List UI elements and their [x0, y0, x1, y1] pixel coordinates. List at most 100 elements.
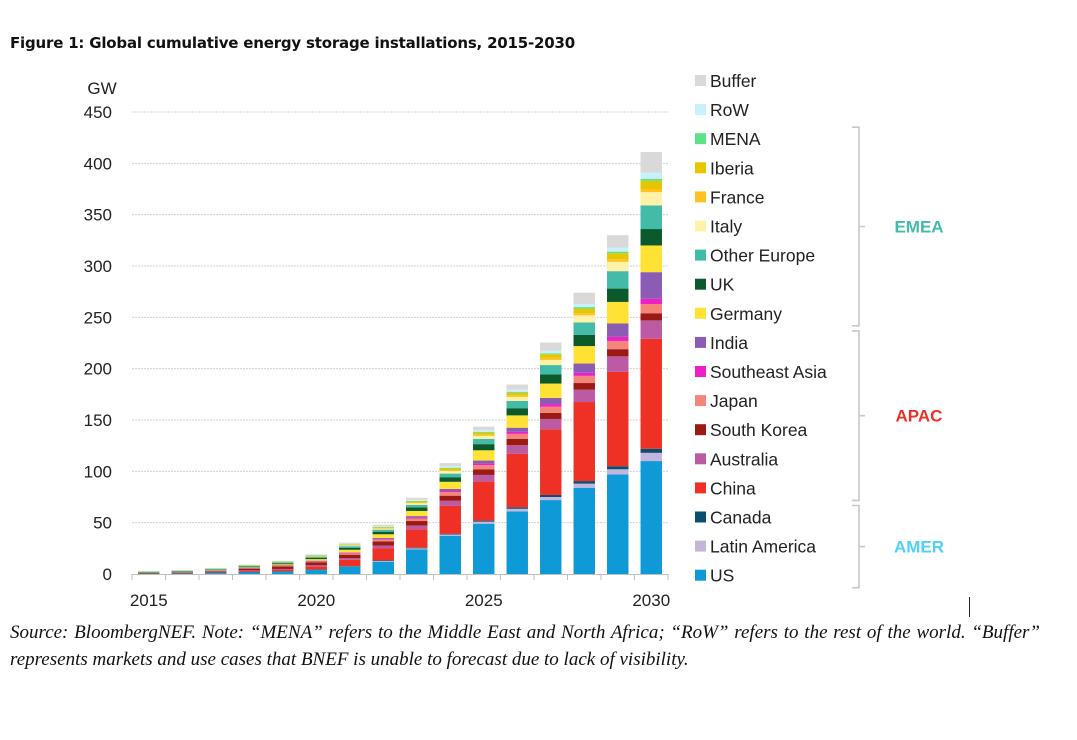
bar-segment-india	[540, 397, 562, 405]
bar-segment-us	[272, 571, 294, 574]
bar-segment-uk	[272, 563, 294, 565]
bar-segment-row	[305, 554, 327, 556]
y-tick-label: 0	[103, 565, 112, 584]
bar-segment-india	[205, 570, 227, 572]
bar-segment-canada	[272, 571, 294, 572]
bar-segment-us	[238, 572, 260, 574]
bar-segment-china	[406, 529, 428, 548]
bar-segment-uk	[205, 569, 227, 571]
bar-segment-india	[305, 560, 327, 562]
y-tick-label: 200	[84, 360, 112, 379]
bar-segment-south-korea	[573, 383, 595, 390]
bar-segment-south-korea	[640, 313, 662, 321]
bar-segment-australia	[573, 389, 595, 403]
bar-segment-uk	[540, 374, 562, 384]
bar-segment-japan	[439, 492, 461, 496]
legend-label: India	[710, 333, 748, 353]
bar-segment-japan	[640, 303, 662, 314]
legend-label: Italy	[710, 217, 742, 237]
bar-segment-us	[439, 536, 461, 574]
bar-segment-row	[640, 172, 662, 179]
bar-segment-latin-america	[640, 452, 662, 462]
bar-segment-row	[171, 569, 193, 571]
legend-swatch	[695, 278, 706, 290]
bar-segment-other-europe	[540, 365, 562, 375]
bar-segment-south-korea	[339, 554, 361, 559]
bar-segment-row	[372, 526, 394, 527]
bar-segment-china	[607, 371, 629, 467]
bar-segment-us	[339, 566, 361, 574]
legend-label: Japan	[710, 391, 758, 411]
bar-stack-2016	[171, 569, 193, 574]
bar-segment-south-korea	[406, 521, 428, 526]
legend-swatch	[695, 133, 706, 145]
bar-segment-southeast-asia	[473, 463, 495, 466]
bar-segment-uk	[238, 566, 260, 568]
bar-segment-south-korea	[238, 568, 260, 571]
bar-segment-china	[540, 429, 562, 495]
region-label: AMER	[894, 538, 944, 557]
bar-segment-canada	[506, 507, 528, 509]
bar-segment-south-korea	[607, 349, 629, 357]
bar-stack-2015	[138, 570, 160, 574]
bar-segment-mena	[473, 431, 495, 433]
legend-label: RoW	[710, 100, 749, 120]
bar-segment-iberia	[640, 180, 662, 189]
bar-segment-germany	[238, 567, 260, 569]
bar-segment-other-europe	[171, 570, 193, 572]
bar-segment-mena	[607, 251, 629, 254]
bar-segment-uk	[506, 408, 528, 416]
bar-segment-japan	[473, 465, 495, 470]
bar-segment-france	[339, 545, 361, 546]
legend-swatch	[695, 569, 706, 581]
bar-segment-mena	[540, 353, 562, 355]
bar-segment-canada	[640, 448, 662, 453]
legend-item-iberia: Iberia	[695, 158, 754, 178]
legend-item-uk: UK	[695, 275, 735, 295]
bar-segment-buffer	[272, 560, 294, 562]
legend-label: Canada	[710, 508, 772, 528]
region-bracket	[852, 330, 865, 502]
bar-segment-other-europe	[238, 565, 260, 567]
bar-segment-italy	[406, 503, 428, 505]
bar-segment-canada	[171, 572, 193, 574]
bar-segment-uk	[138, 572, 160, 573]
bar-segment-japan	[406, 518, 428, 522]
bar-segment-iberia	[473, 432, 495, 435]
bar-segment-buffer	[439, 463, 461, 467]
legend-item-row: RoW	[695, 100, 749, 120]
bar-segment-india	[372, 537, 394, 539]
bar-segment-other-europe	[607, 271, 629, 289]
bar-segment-other-europe	[205, 568, 227, 570]
bar-segment-germany	[506, 415, 528, 428]
legend-swatch	[695, 191, 706, 203]
bar-segment-buffer	[406, 497, 428, 500]
bar-segment-mena	[406, 500, 428, 502]
legend-swatch	[695, 75, 706, 86]
bar-segment-us	[171, 573, 193, 574]
bar-segment-canada	[205, 572, 227, 574]
bar-segment-mena	[372, 526, 394, 528]
bar-segment-iberia	[540, 354, 562, 358]
bar-segment-iberia	[573, 308, 595, 314]
region-group-amer: AMER	[852, 504, 944, 589]
bar-stack-2027	[540, 342, 562, 574]
bar-segment-italy	[439, 471, 461, 474]
bar-segment-india	[573, 363, 595, 373]
legend-item-canada: Canada	[695, 508, 772, 528]
bar-segment-south-korea	[439, 495, 461, 501]
bar-segment-japan	[540, 406, 562, 413]
bar-segment-uk	[171, 571, 193, 572]
legend-swatch	[695, 336, 706, 348]
legend-item-italy: Italy	[695, 217, 742, 237]
bar-segment-china	[305, 566, 327, 570]
bar-segment-us	[305, 569, 327, 574]
bar-segment-china	[272, 569, 294, 572]
bar-segment-uk	[305, 557, 327, 560]
bar-segment-italy	[473, 435, 495, 439]
bar-segment-india	[272, 565, 294, 566]
legend-item-latin-america: Latin America	[695, 537, 816, 557]
bar-stack-2030	[640, 152, 662, 574]
bar-segment-canada	[473, 520, 495, 522]
bar-segment-southeast-asia	[339, 552, 361, 554]
